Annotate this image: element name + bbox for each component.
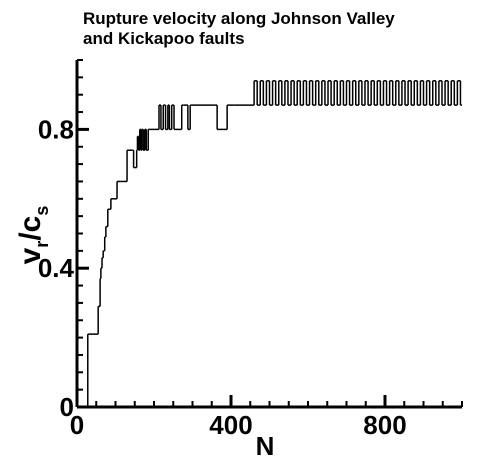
y-label-part: s	[32, 206, 52, 216]
chart-title: and Kickapoo faults	[83, 29, 245, 48]
y-label-part: /c	[14, 216, 47, 241]
chart-title: Rupture velocity along Johnson Valley	[83, 9, 395, 28]
y-tick-label: 0	[60, 392, 74, 422]
y-label-part: r	[32, 241, 52, 248]
x-axis-label: N	[256, 431, 275, 457]
y-axis-label: vr/cs	[14, 206, 52, 265]
x-tick-label: 0	[70, 410, 84, 440]
y-label-part: v	[14, 247, 47, 264]
y-tick-label: 0.4	[38, 253, 75, 283]
x-tick-label: 800	[363, 410, 406, 440]
y-tick-label: 0.8	[38, 114, 74, 144]
x-tick-label: 400	[209, 410, 252, 440]
